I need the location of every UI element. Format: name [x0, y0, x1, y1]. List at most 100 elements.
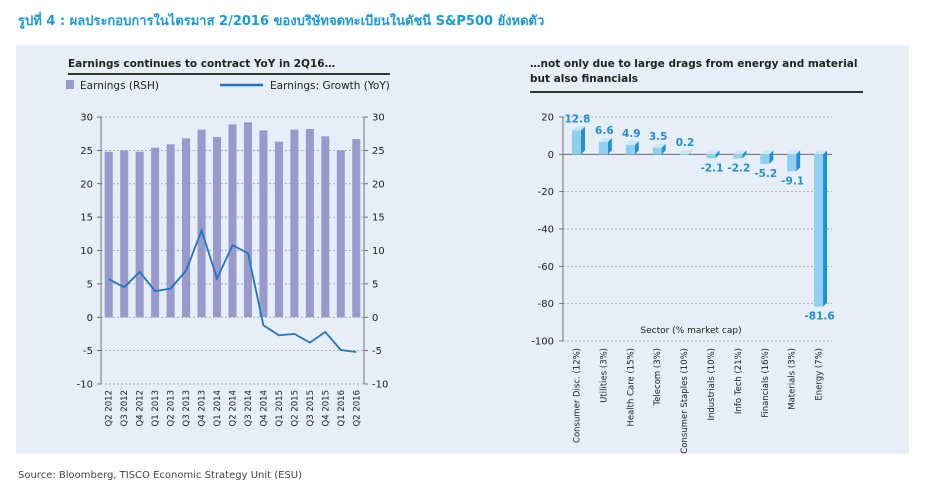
earnings-bar: [197, 129, 206, 318]
sector-value-label: 4.9: [622, 128, 641, 140]
sector-value-label: 3.5: [649, 131, 668, 143]
sector-value-label: 0.2: [676, 137, 695, 149]
y-tick-label-left: 10: [80, 246, 93, 257]
y-tick-label-left: 15: [80, 213, 93, 224]
y-tick-label: -60: [538, 262, 554, 273]
y-tick-label-right: 0: [372, 313, 378, 324]
growth-line: [108, 227, 357, 353]
sector-bar-top: [733, 150, 747, 155]
source-note: Source: Bloomberg, TISCO Economic Strate…: [18, 470, 303, 481]
y-tick-label-right: 25: [372, 146, 385, 157]
sector-value-label: -5.2: [754, 168, 777, 180]
earnings-bar: [274, 141, 283, 318]
chart-panel: [16, 45, 909, 454]
y-tick-label-right: 15: [372, 213, 385, 224]
sector-bar-side: [661, 143, 666, 155]
sector-bar-top: [625, 141, 639, 146]
x-tick-label: Health Care (15%): [626, 348, 636, 427]
left-chart-title: Earnings continues to contract YoY in 2Q…: [68, 58, 336, 70]
left-chart: Earnings (RSH) Earnings: Growth (YoY) 30 30…: [66, 80, 390, 426]
y-tick-label-left: 25: [80, 146, 93, 157]
sector-bar-side: [607, 138, 612, 155]
earnings-bar: [135, 151, 144, 318]
sector-bar: [814, 154, 824, 307]
earnings-bar: [213, 137, 222, 318]
legend-bar-label: Earnings (RSH): [80, 80, 159, 92]
y-tick-label-right: 5: [372, 279, 378, 290]
sector-bar: [706, 154, 716, 159]
y-tick-label: 0: [548, 150, 554, 161]
x-tick-label: Q2 2014: [229, 390, 239, 426]
y-tick-label: 20: [541, 113, 554, 124]
earnings-bar: [120, 150, 129, 318]
x-tick-label: Q3 2015: [306, 390, 316, 426]
x-axis-title: Sector (% market cap): [640, 326, 741, 336]
x-tick-label: Q3 2012: [120, 390, 130, 426]
y-tick-label-right: 10: [372, 246, 385, 257]
sector-bar: [760, 154, 770, 165]
earnings-bar: [336, 150, 345, 318]
x-tick-label: Q4 2014: [259, 390, 269, 426]
x-tick-label: Q3 2014: [244, 390, 254, 426]
sector-bar: [598, 142, 608, 155]
sector-bar: [787, 154, 797, 172]
sector-bar: [625, 145, 635, 155]
x-tick-label: Info Tech (21%): [734, 348, 744, 414]
x-tick-label: Q1 2015: [275, 390, 285, 426]
sector-bar-top: [571, 126, 585, 131]
sector-value-label: -2.1: [700, 162, 723, 174]
y-tick-label: -20: [538, 187, 554, 198]
x-tick-label: Consumer Staples (10%): [680, 348, 690, 454]
sector-bar: [571, 130, 581, 155]
x-tick-label: Q4 2012: [136, 390, 146, 426]
y-tick-label-left: 5: [87, 279, 93, 290]
earnings-bar: [259, 130, 268, 318]
x-tick-label: Q1 2013: [151, 390, 161, 426]
earnings-bar: [305, 129, 314, 318]
left-title-rule: [68, 73, 390, 75]
sector-bar-side: [715, 150, 720, 159]
y-tick-label-left: 20: [80, 179, 93, 190]
sector-value-label: -2.2: [727, 162, 750, 174]
right-chart-title: …not only due to large drags from energy…: [530, 58, 858, 85]
sector-bar: [652, 147, 662, 155]
y-tick-label-right: -5: [372, 346, 382, 357]
x-tick-label: Q4 2013: [198, 390, 208, 426]
y-tick-label-left: 30: [80, 113, 93, 124]
sector-bar-top: [598, 138, 612, 143]
sector-value-label: -81.6: [804, 311, 834, 323]
y-tick-label-left: -10: [77, 380, 93, 391]
sector-value-label: 12.8: [564, 113, 590, 125]
legend-line-label: Earnings: Growth (YoY): [270, 80, 390, 92]
y-tick-label-right: 20: [372, 179, 385, 190]
earnings-bar: [166, 144, 175, 318]
earnings-bar: [243, 122, 252, 318]
y-tick-label-right: -10: [372, 380, 388, 391]
earnings-bar: [182, 138, 191, 318]
x-tick-label: Q1 2014: [213, 390, 223, 426]
x-tick-label: Utilities (3%): [599, 348, 609, 403]
x-tick-label: Q2 2012: [105, 390, 115, 426]
sector-bar-top: [760, 150, 774, 155]
x-tick-label: Financials (16%): [761, 348, 771, 418]
sector-value-label: 6.6: [595, 125, 614, 137]
earnings-bar: [290, 129, 299, 318]
x-tick-label: Q2 2016: [352, 390, 362, 426]
right-chart: 20 0 -20 -40 -60 -80 -100 12.8 Consumer Disc. (1…: [531, 113, 834, 454]
x-tick-label: Materials (3%): [788, 348, 798, 410]
x-tick-label: Q2 2013: [167, 390, 177, 426]
sector-bar: [733, 154, 743, 159]
sector-bar-side: [688, 149, 693, 155]
right-title-rule: [530, 91, 863, 93]
sector-bar-side: [769, 150, 774, 165]
x-tick-label: Telecom (3%): [653, 348, 663, 407]
sector-value-label: -9.1: [781, 175, 804, 187]
x-tick-label: Energy (7%): [815, 348, 825, 401]
earnings-bar: [151, 147, 160, 318]
sector-bar-side: [823, 150, 828, 307]
x-tick-label: Industrials (10%): [707, 348, 717, 421]
sector-bar-top: [652, 143, 666, 148]
sector-bar-side: [742, 150, 747, 159]
earnings-bar: [228, 124, 237, 318]
legend-bar-swatch: [66, 80, 74, 89]
